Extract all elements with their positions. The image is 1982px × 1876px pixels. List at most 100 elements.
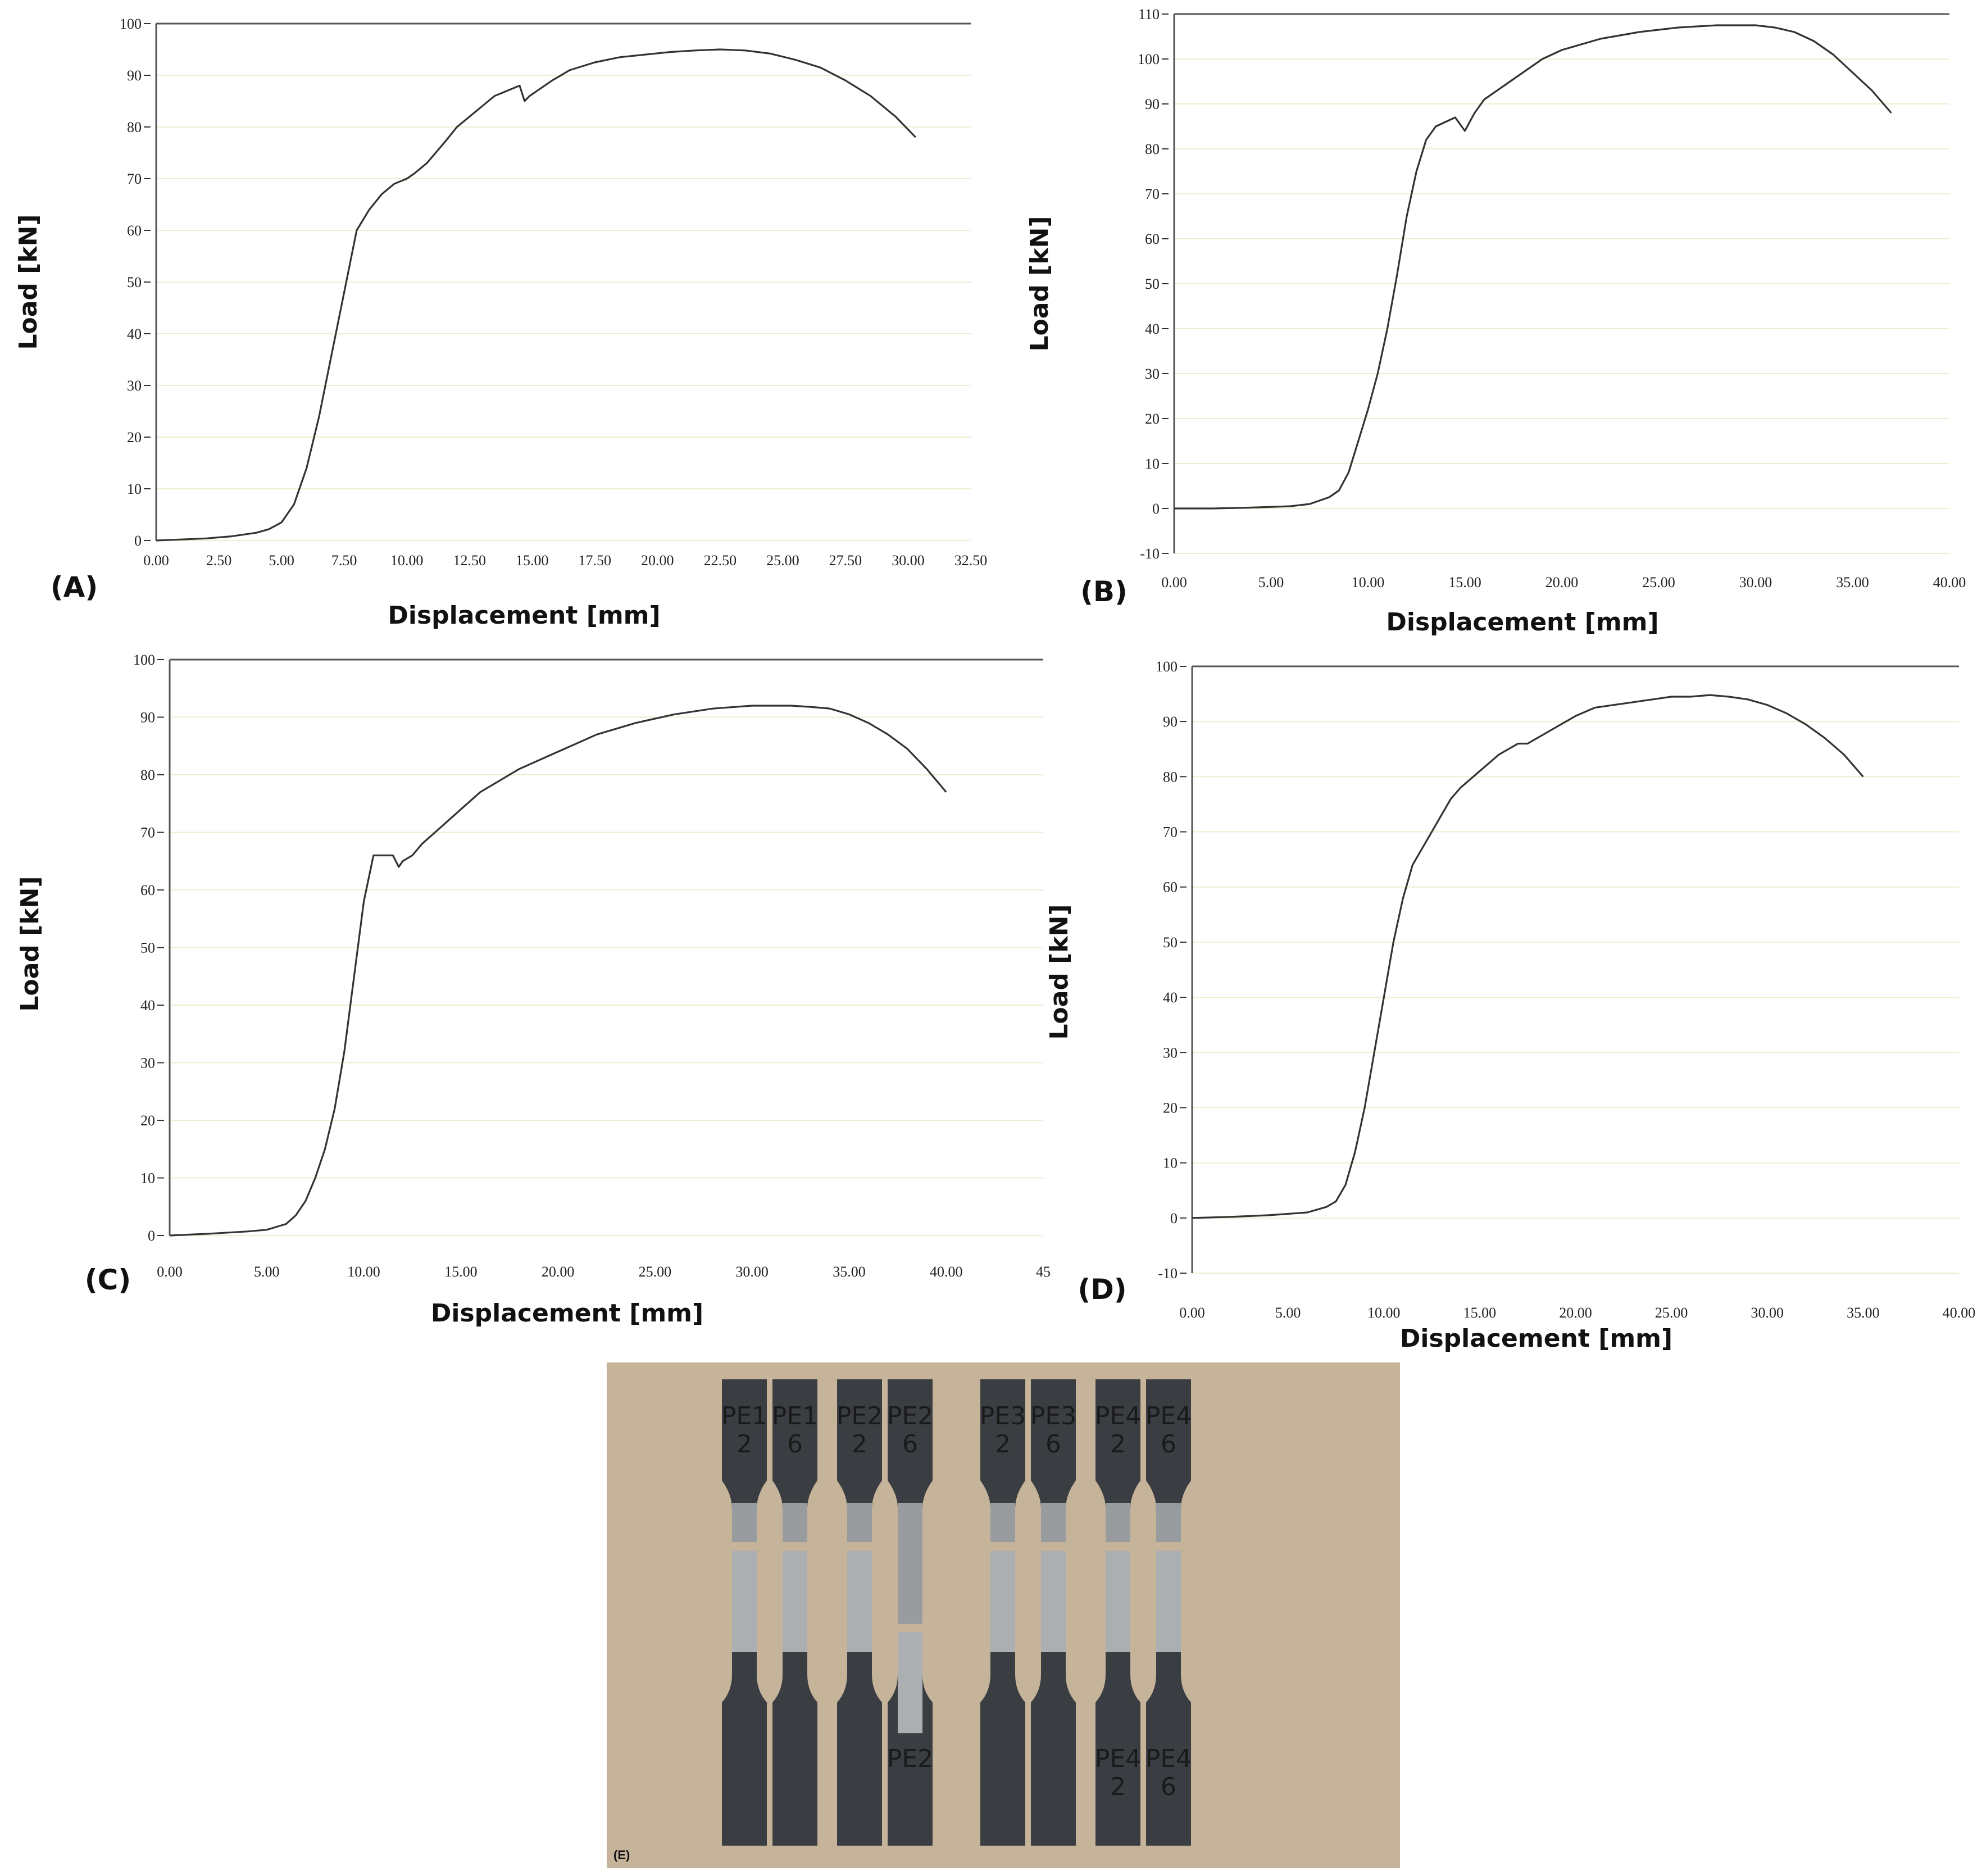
y-axis-title: Load [kN] <box>1025 216 1054 351</box>
x-tick-label: 0.00 <box>1179 1305 1205 1321</box>
y-tick-label: 110 <box>1138 6 1160 22</box>
specimen-mark: PE4 <box>1095 1745 1141 1773</box>
y-tick-label: 20 <box>1163 1100 1178 1116</box>
x-tick-label: 30.00 <box>735 1264 769 1280</box>
y-tick-label: 80 <box>1145 141 1160 157</box>
x-tick-label: 45 <box>1036 1264 1051 1280</box>
x-tick-label: 40.00 <box>1943 1305 1976 1321</box>
y-tick-label: 50 <box>1145 276 1160 292</box>
x-tick-label: 15.00 <box>444 1264 478 1280</box>
chart-b-svg: -10 0 10 20 30 40 50 60 70 80 90 100 110 0.00 5.00 10.0… <box>1025 6 1966 637</box>
specimen <box>722 1379 767 1846</box>
y-tick-label: 80 <box>1163 769 1178 785</box>
panel-label: (A) <box>51 571 98 603</box>
y-tick-label: 40 <box>140 997 155 1014</box>
y-tick-label: 40 <box>127 326 142 342</box>
chart-c-svg: 0 10 20 30 40 50 60 70 80 90 100 0.00 5.00 10.00 15.00… <box>16 652 1051 1328</box>
x-tick-label: 10.00 <box>1352 574 1385 590</box>
load-displacement-curve <box>1174 24 1892 510</box>
y-tick-label: 10 <box>140 1170 155 1187</box>
x-axis-title: Displacement [mm] <box>1400 1324 1672 1353</box>
x-tick-label: 15.00 <box>1448 574 1481 590</box>
photo-label-e: (E) <box>613 1848 630 1862</box>
y-tick-label: 0 <box>1152 501 1160 517</box>
y-tick-label: -10 <box>1158 1265 1178 1282</box>
panel-label: (D) <box>1078 1273 1126 1306</box>
y-axis-title: Load [kN] <box>14 214 43 349</box>
x-axis-title: Displacement [mm] <box>388 601 660 630</box>
x-tick-label: 25.00 <box>639 1264 672 1280</box>
y-tick-label: 80 <box>140 767 155 783</box>
y-tick-label: 50 <box>140 940 155 956</box>
specimen-mark-number: 6 <box>1045 1430 1061 1459</box>
x-tick-label: 5.00 <box>254 1264 280 1280</box>
specimen-mark-number: 2 <box>1110 1773 1126 1801</box>
y-tick-label: 0 <box>134 533 142 549</box>
specimen <box>980 1379 1025 1846</box>
specimen-mark: PE1 <box>721 1402 767 1430</box>
specimen-mark: PE2 <box>887 1402 933 1430</box>
x-tick-label: 35.00 <box>833 1264 866 1280</box>
x-tick-label: 20.00 <box>641 552 674 569</box>
y-tick-label: 30 <box>127 378 142 394</box>
x-tick-label: 5.00 <box>269 552 294 569</box>
specimen-mark: PE2 <box>837 1402 883 1430</box>
y-tick-label: 90 <box>1145 96 1160 112</box>
y-tick-label: 90 <box>140 710 155 726</box>
specimen-mark: PE3 <box>1030 1402 1076 1430</box>
y-tick-label: 0 <box>148 1228 155 1244</box>
y-tick-label: 70 <box>140 825 155 841</box>
x-tick-label: 17.50 <box>579 552 612 569</box>
x-tick-label: 5.00 <box>1275 1305 1301 1321</box>
x-tick-label: 35.00 <box>1847 1305 1880 1321</box>
y-tick-label: 0 <box>1170 1210 1178 1227</box>
x-tick-label: 2.50 <box>206 552 232 569</box>
x-tick-label: 22.50 <box>704 552 737 569</box>
specimen-mark: PE4 <box>1145 1745 1192 1773</box>
chart-a-svg: 0 10 20 30 40 50 60 70 80 90 100 0.00 2.50 5.00 7.50 10… <box>14 16 987 630</box>
x-tick-label: 30.00 <box>1751 1305 1784 1321</box>
specimen-mark-number: 6 <box>1161 1773 1176 1801</box>
specimen-mark-number: 2 <box>852 1430 867 1459</box>
y-tick-label: 90 <box>127 67 142 84</box>
y-tick-label: 10 <box>1145 456 1160 472</box>
y-tick-label: 40 <box>1145 321 1160 337</box>
y-tick-label: 60 <box>1145 231 1160 247</box>
specimen-mark-number: 2 <box>737 1430 752 1459</box>
y-tick-label: 90 <box>1163 714 1178 730</box>
chart-panel-d: -10 0 10 20 30 40 50 60 70 80 90 100 0.00 5.00 10.00 15… <box>1034 646 1982 1354</box>
x-tick-label: 0.00 <box>1161 574 1187 590</box>
x-tick-label: 40.00 <box>1933 574 1966 590</box>
x-tick-label: 0.00 <box>157 1264 183 1280</box>
x-tick-label: 20.00 <box>1545 574 1579 590</box>
y-tick-label: -10 <box>1140 546 1160 562</box>
specimen-mark-number: 2 <box>995 1430 1011 1459</box>
y-tick-label: 70 <box>1163 824 1178 841</box>
y-tick-label: 20 <box>127 429 142 446</box>
y-tick-label: 100 <box>133 652 155 668</box>
specimen-mark-number: 6 <box>787 1430 803 1459</box>
y-axis-title: Load [kN] <box>1045 904 1074 1039</box>
specimen <box>837 1379 882 1846</box>
x-tick-label: 30.00 <box>1739 574 1772 590</box>
specimen <box>1031 1379 1076 1846</box>
specimen-mark: PE4 <box>1095 1402 1141 1430</box>
specimen <box>1095 1379 1140 1846</box>
chart-d-svg: -10 0 10 20 30 40 50 60 70 80 90 100 0.00 5.00 10.00 15… <box>1045 658 1976 1353</box>
y-tick-label: 30 <box>140 1055 155 1071</box>
y-tick-label: 60 <box>127 222 142 239</box>
panel-label: (C) <box>85 1264 131 1296</box>
y-tick-label: 40 <box>1163 989 1178 1006</box>
x-tick-label: 25.00 <box>766 552 799 569</box>
specimen-mark-number: 6 <box>902 1430 918 1459</box>
specimen-mark: PE4 <box>1145 1402 1192 1430</box>
y-tick-label: 70 <box>127 171 142 187</box>
specimen-mark: PE1 <box>772 1402 818 1430</box>
specimen-mark: PE3 <box>980 1402 1026 1430</box>
x-tick-label: 0.00 <box>143 552 169 569</box>
load-displacement-curve <box>1192 694 1864 1219</box>
x-tick-label: 12.50 <box>453 552 486 569</box>
y-tick-label: 60 <box>1163 879 1178 896</box>
specimen-photo: PE1 2 PE1 6 PE2 2 PE2 6 PE3 2 PE3 6 PE4 2 PE4 6 PE2 PE4 2 P… <box>607 1362 1400 1868</box>
